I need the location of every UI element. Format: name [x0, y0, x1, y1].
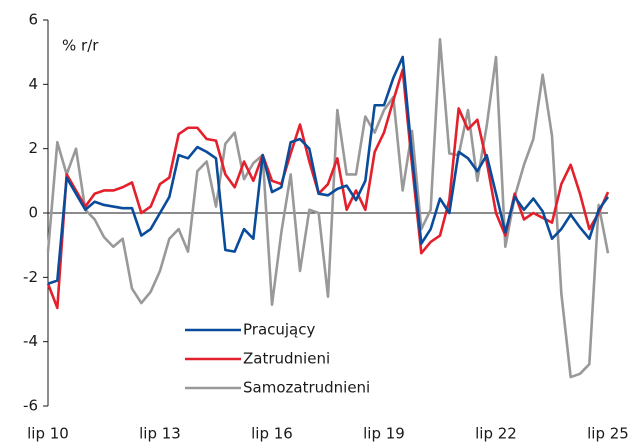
y-tick-label: 6 [28, 11, 38, 29]
unit-annotation: % r/r [62, 37, 99, 55]
x-tick-label: lip 19 [363, 425, 405, 443]
x-tick-label: lip 22 [475, 425, 517, 443]
x-tick-label: lip 25 [587, 425, 629, 443]
x-tick-label: lip 13 [139, 425, 181, 443]
y-tick-label: 0 [28, 204, 38, 222]
legend-label: Pracujący [243, 321, 316, 339]
x-tick-label: lip 10 [27, 425, 69, 443]
y-tick-label: 2 [28, 139, 38, 157]
y-tick-label: 4 [28, 75, 38, 93]
legend-label: Zatrudnieni [243, 350, 330, 368]
series-line [46, 68, 610, 310]
y-tick-label: -6 [23, 397, 38, 415]
x-tick-label: lip 16 [251, 425, 293, 443]
series-line [47, 55, 610, 285]
y-tick-label: -2 [23, 268, 38, 286]
legend-label: Samozatrudnieni [243, 379, 370, 397]
y-tick-label: -4 [23, 332, 38, 350]
